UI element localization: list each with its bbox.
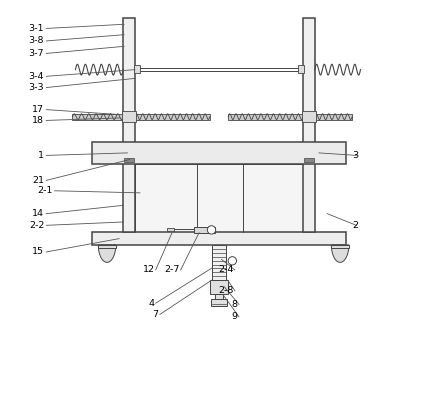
Bar (124, 158, 134, 162)
Text: 2-7: 2-7 (164, 265, 180, 274)
Text: 9: 9 (232, 313, 238, 321)
Bar (92, 233, 346, 245)
Bar (123, 111, 136, 122)
Bar (298, 65, 304, 73)
Text: 14: 14 (32, 209, 44, 218)
Text: 8: 8 (232, 300, 238, 309)
Bar (212, 245, 226, 280)
Polygon shape (332, 245, 349, 262)
Bar (98, 245, 116, 248)
Bar (194, 227, 215, 233)
Bar (123, 18, 135, 233)
Bar (315, 114, 352, 119)
Bar (92, 142, 346, 164)
Text: 17: 17 (32, 105, 44, 114)
Bar (304, 158, 314, 162)
Text: 2-1: 2-1 (37, 186, 53, 195)
Text: 3-3: 3-3 (28, 83, 44, 92)
Text: 3-1: 3-1 (28, 24, 44, 33)
Bar (167, 228, 173, 231)
Text: 1: 1 (38, 151, 44, 160)
Text: 21: 21 (32, 176, 44, 185)
Text: 3: 3 (352, 151, 358, 160)
Bar (332, 245, 349, 248)
Text: 4: 4 (148, 299, 155, 308)
Circle shape (207, 226, 215, 234)
Bar (303, 18, 315, 233)
Text: 2-4: 2-4 (218, 265, 233, 274)
Bar (228, 114, 303, 119)
Text: 3-8: 3-8 (28, 36, 44, 45)
Text: 7: 7 (153, 310, 159, 319)
Bar (135, 164, 303, 233)
Text: 12: 12 (142, 265, 155, 274)
Text: 2-2: 2-2 (29, 221, 44, 230)
Bar (135, 114, 210, 119)
Text: 3-4: 3-4 (28, 72, 44, 81)
Text: 18: 18 (32, 116, 44, 125)
Bar (210, 280, 228, 294)
Text: 3-7: 3-7 (28, 49, 44, 58)
Text: 15: 15 (32, 248, 44, 256)
Circle shape (228, 256, 237, 265)
Text: 2-8: 2-8 (218, 286, 233, 295)
Polygon shape (98, 245, 116, 262)
Bar (134, 65, 140, 73)
Bar (211, 299, 227, 306)
Bar (302, 111, 315, 122)
Bar (73, 114, 123, 119)
Bar (215, 294, 223, 299)
Text: 2: 2 (353, 221, 358, 230)
